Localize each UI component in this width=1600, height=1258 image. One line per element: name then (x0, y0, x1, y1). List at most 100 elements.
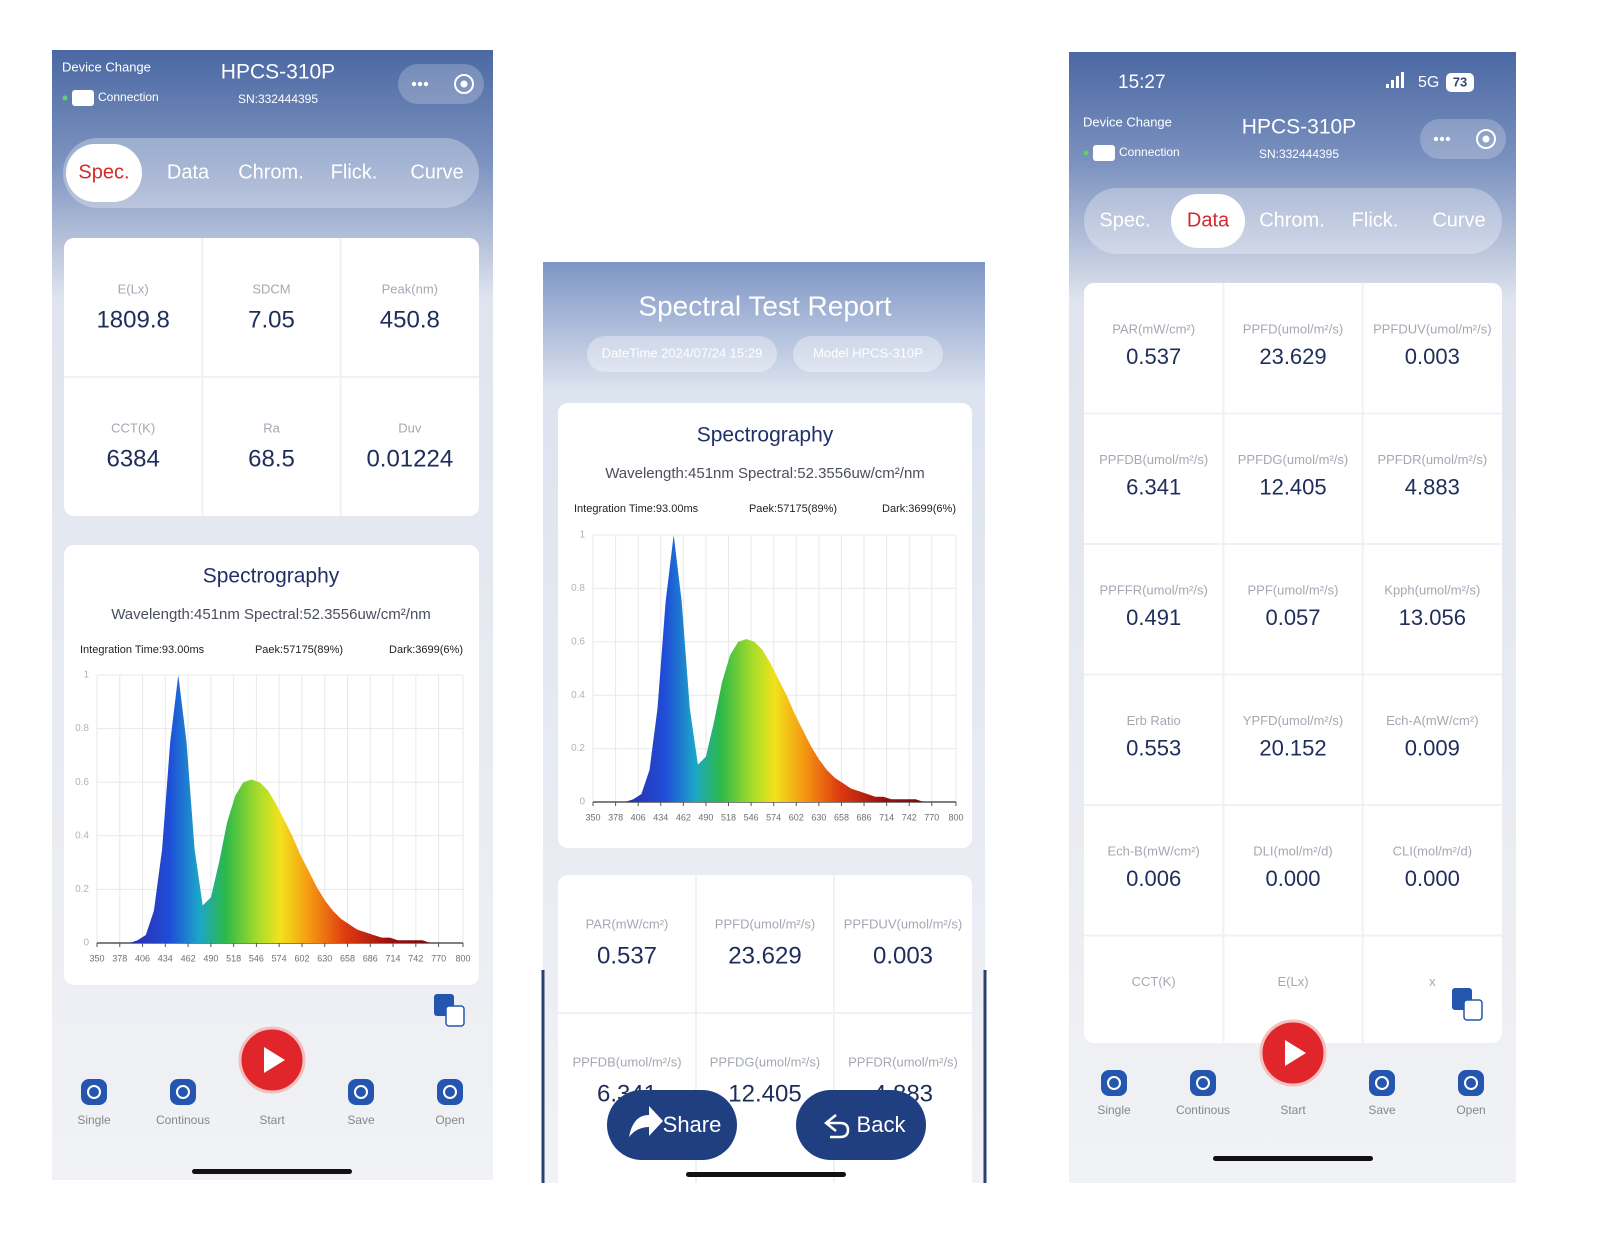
active-tab-pill (1171, 194, 1245, 248)
metric-value: 0.000 (1265, 866, 1320, 891)
metric-label: CCT(K) (1132, 974, 1176, 989)
action-button[interactable] (607, 1090, 737, 1160)
tab[interactable]: Chrom. (238, 161, 304, 183)
metric-value: 0.491 (1126, 605, 1181, 630)
metric-label: CLI(mol/m²/d) (1393, 843, 1472, 858)
x-tick-label: 742 (902, 812, 917, 822)
menu-dot (411, 81, 417, 87)
toolbar-glyph (443, 1085, 457, 1099)
device-change[interactable]: Device Change (1083, 114, 1172, 129)
metric-label: PPFFR(umol/m²/s) (1099, 582, 1207, 597)
toolbar-label[interactable]: Start (1280, 1103, 1306, 1117)
model-pill (793, 336, 943, 372)
x-tick-label: 546 (744, 812, 759, 822)
menu-dot (417, 81, 423, 87)
toolbar-label[interactable]: Save (347, 1113, 375, 1127)
metric-label: Ech-B(mW/cm²) (1107, 843, 1199, 858)
metric-label: Erb Ratio (1127, 713, 1181, 728)
datetime-pill (587, 336, 777, 372)
metric-value: 4.883 (1405, 474, 1460, 499)
metric-label: x (1429, 974, 1436, 989)
tab[interactable]: Curve (1432, 209, 1485, 231)
tab[interactable]: Flick. (1352, 209, 1399, 231)
toolbar-label[interactable]: Open (435, 1113, 464, 1127)
y-tick-label: 0.6 (75, 777, 89, 788)
dark-count: Dark:3699(6%) (389, 644, 463, 656)
toolbar-glyph (354, 1085, 368, 1099)
signal-bar (1391, 80, 1394, 88)
toolbar-label[interactable]: Open (1456, 1103, 1485, 1117)
metric-label: Peak(nm) (382, 281, 438, 296)
toolbar-icon[interactable] (437, 1079, 463, 1105)
connection-toggle (72, 90, 94, 106)
toolbar-icon[interactable] (1369, 1070, 1395, 1096)
menu-dot (1439, 136, 1445, 142)
toolbar-label[interactable]: Start (259, 1113, 285, 1127)
toolbar-icon[interactable] (170, 1079, 196, 1105)
tab[interactable]: Data (167, 161, 210, 183)
x-tick-label: 770 (431, 953, 446, 963)
toolbar-icon[interactable] (81, 1079, 107, 1105)
action-button-label[interactable]: Back (857, 1112, 907, 1137)
x-tick-label: 406 (631, 812, 646, 822)
toolbar-icon[interactable] (1190, 1070, 1216, 1096)
device-change[interactable]: Device Change (62, 59, 151, 74)
toolbar-label[interactable]: Continous (1176, 1103, 1230, 1117)
metric-value: 0.553 (1126, 735, 1181, 760)
capsule-menu[interactable] (1420, 119, 1506, 159)
connection-label: Connection (98, 90, 159, 104)
y-tick-label: 0.2 (571, 743, 585, 754)
x-tick-label: 490 (698, 812, 713, 822)
metric-value: 68.5 (248, 445, 295, 472)
peak-count: Paek:57175(89%) (255, 644, 343, 656)
spectrum-area (593, 535, 956, 802)
y-tick-label: 0 (83, 938, 89, 949)
chart-subtitle: Wavelength:451nm Spectral:52.3556uw/cm²/… (605, 465, 925, 482)
metric-label: PAR(mW/cm²) (586, 916, 669, 931)
integration-time: Integration Time:93.00ms (574, 503, 699, 515)
close-ring (1476, 129, 1496, 149)
metric-label: E(Lx) (1277, 974, 1308, 989)
tab[interactable]: Curve (410, 161, 463, 183)
toolbar-label[interactable]: Save (1368, 1103, 1396, 1117)
metric-value: 0.006 (1126, 866, 1181, 891)
toolbar-label[interactable]: Continous (156, 1113, 210, 1127)
capsule-menu[interactable] (398, 64, 484, 104)
tab[interactable]: Spec. (1099, 209, 1150, 231)
peak-count: Paek:57175(89%) (749, 503, 837, 515)
x-tick-label: 350 (585, 812, 600, 822)
toolbar-label[interactable]: Single (1097, 1103, 1131, 1117)
action-button[interactable] (796, 1090, 926, 1160)
play-icon (264, 1047, 285, 1073)
back-icon (823, 1114, 850, 1139)
home-indicator (192, 1169, 352, 1174)
chart-title: Spectrography (697, 424, 834, 447)
x-tick-label: 602 (294, 953, 309, 963)
toolbar-glyph (1107, 1076, 1121, 1090)
tab[interactable]: Spec. (78, 161, 129, 183)
close-dot (460, 80, 468, 88)
tab[interactable]: Chrom. (1259, 209, 1325, 231)
chart-subtitle: Wavelength:451nm Spectral:52.3556uw/cm²/… (111, 606, 431, 623)
x-tick-label: 406 (135, 953, 150, 963)
x-tick-label: 378 (608, 812, 623, 822)
metric-value: 23.629 (1259, 344, 1326, 369)
menu-dot (1433, 136, 1439, 142)
tab[interactable]: Data (1187, 209, 1230, 231)
action-button-label[interactable]: Share (663, 1112, 722, 1137)
toolbar-label[interactable]: Single (77, 1113, 111, 1127)
device-model: HPCS-310P (1242, 116, 1356, 139)
tab[interactable]: Flick. (331, 161, 378, 183)
toolbar-icon[interactable] (1101, 1070, 1127, 1096)
status-dot (1083, 150, 1089, 156)
metric-value: 12.405 (728, 1080, 801, 1107)
y-tick-label: 0.6 (571, 636, 585, 647)
metric-value: 0.003 (1405, 344, 1460, 369)
x-tick-label: 378 (112, 953, 127, 963)
x-tick-label: 546 (249, 953, 264, 963)
metric-label: PPF(umol/m²/s) (1248, 582, 1339, 597)
connection-label: Connection (1119, 145, 1180, 159)
toolbar-icon[interactable] (1458, 1070, 1484, 1096)
toolbar-icon[interactable] (348, 1079, 374, 1105)
